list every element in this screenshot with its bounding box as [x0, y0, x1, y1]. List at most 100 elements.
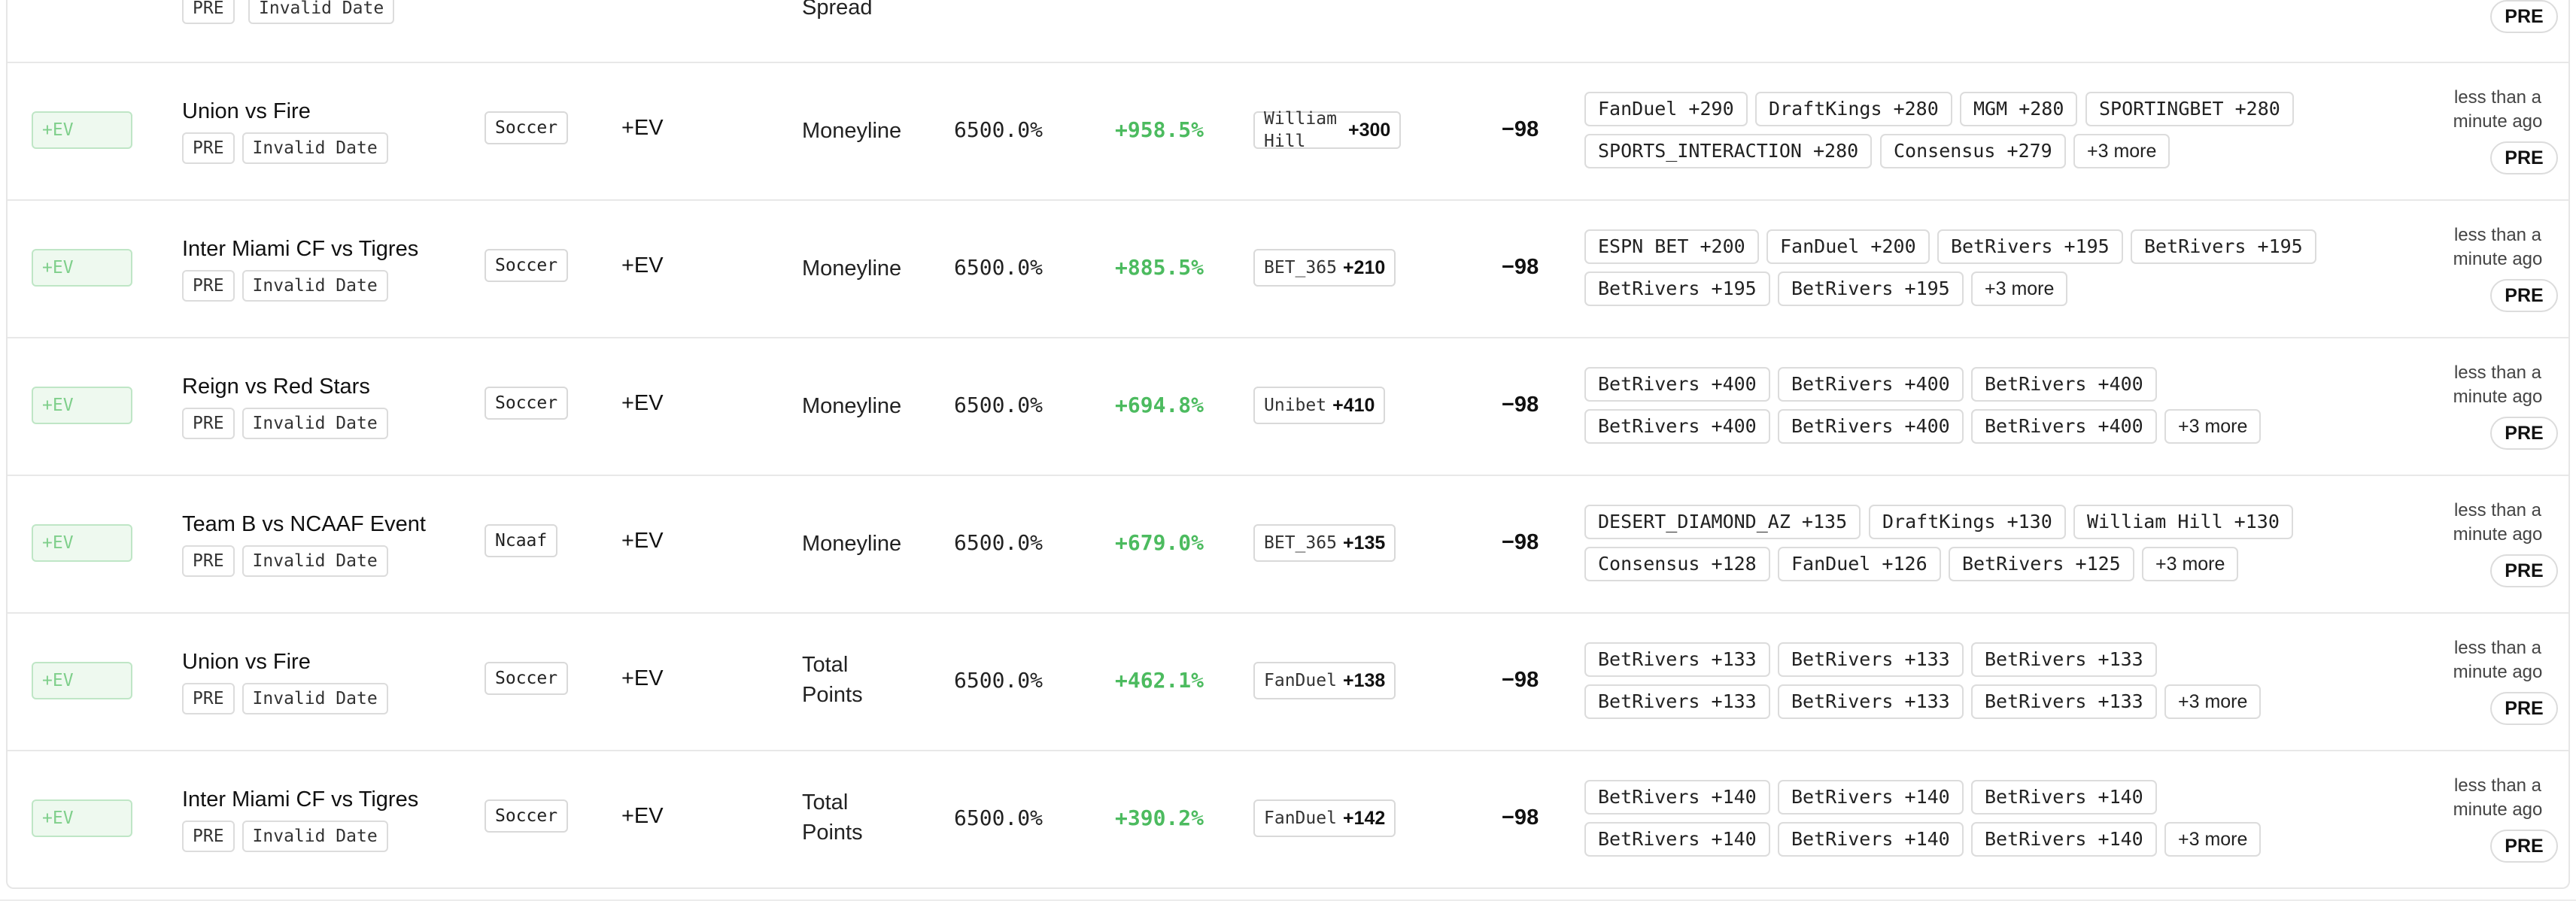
event-name[interactable]: Inter Miami CF vs Tigres — [182, 237, 419, 261]
more-books-button[interactable]: +3 more — [2164, 684, 2262, 719]
book-odds-chip[interactable]: BetRivers +140 — [1778, 822, 1964, 857]
market-line-1: Moneyline — [802, 532, 902, 556]
best-book-chip[interactable]: BET_365 +135 — [1253, 524, 1396, 562]
book-odds: +410 — [1332, 394, 1375, 416]
book-odds-chip[interactable]: BetRivers +133 — [1584, 684, 1770, 719]
book-odds-chip[interactable]: ESPN BET +200 — [1584, 229, 1759, 264]
table-row: +EV Union vs Fire PRE Invalid Date Socce… — [8, 62, 2568, 201]
updated-time: less than a minute ago — [2453, 500, 2543, 545]
book-odds-chip[interactable]: FanDuel +200 — [1766, 229, 1930, 264]
pre-tag: PRE — [182, 821, 235, 852]
status-pill[interactable]: PRE — [2490, 0, 2558, 33]
event-name[interactable]: Team B vs NCAAF Event — [182, 512, 426, 536]
pre-tag: PRE — [182, 0, 235, 24]
market-line-1: Moneyline — [802, 256, 902, 281]
book-odds-chip[interactable]: BetRivers +400 — [1584, 409, 1770, 444]
book-odds-chip[interactable]: BetRivers +133 — [1971, 684, 2157, 719]
book-odds-chip[interactable]: FanDuel +126 — [1778, 547, 1941, 581]
ev-percent: +694.8% — [1115, 393, 1204, 417]
market-label: Total Points — [802, 650, 863, 710]
date-tag: Invalid Date — [242, 270, 388, 302]
book-odds-chip[interactable]: DraftKings +280 — [1755, 92, 1952, 126]
more-books-button[interactable]: +3 more — [2164, 822, 2262, 857]
book-odds-chip[interactable]: Consensus +128 — [1584, 547, 1770, 581]
book-odds-chip[interactable]: BetRivers +195 — [1584, 272, 1770, 306]
book-name: BET_365 — [1264, 533, 1337, 553]
fair-odds: −98 — [1502, 255, 1539, 279]
market-label: Moneyline — [802, 116, 901, 146]
best-book-chip[interactable]: FanDuel +142 — [1253, 799, 1396, 837]
book-odds-chip[interactable]: BetRivers +400 — [1778, 367, 1964, 402]
ev-type: +EV — [621, 529, 664, 553]
date-tag: Invalid Date — [242, 408, 388, 439]
event-name[interactable]: Inter Miami CF vs Tigres — [182, 787, 419, 812]
book-odds-chip[interactable]: BetRivers +133 — [1584, 642, 1770, 677]
book-odds-chip[interactable]: BetRivers +195 — [2131, 229, 2316, 264]
table-row: +EV Inter Miami CF vs Tigres PRE Invalid… — [8, 199, 2568, 338]
status-pill[interactable]: PRE — [2490, 141, 2558, 174]
book-odds-chip[interactable]: Consensus +279 — [1880, 134, 2066, 168]
best-book-chip[interactable]: Unibet +410 — [1253, 387, 1386, 424]
event-name[interactable]: Union vs Fire — [182, 99, 311, 123]
updated-time: less than a minute ago — [2453, 363, 2543, 407]
book-odds-chip[interactable]: William Hill +130 — [2073, 505, 2293, 539]
best-book-chip[interactable]: BET_365 +210 — [1253, 249, 1396, 287]
more-books-button[interactable]: +3 more — [1971, 272, 2068, 306]
book-odds-chip[interactable]: BetRivers +125 — [1949, 547, 2134, 581]
book-odds-chip[interactable]: BetRivers +140 — [1584, 780, 1770, 815]
event-name[interactable]: Reign vs Red Stars — [182, 375, 370, 399]
best-book-chip[interactable]: William Hill +300 — [1253, 109, 1402, 151]
status-pill[interactable]: PRE — [2490, 554, 2558, 587]
book-odds-chip[interactable]: DraftKings +130 — [1869, 505, 2066, 539]
status-pill[interactable]: PRE — [2490, 417, 2558, 450]
book-odds-chip[interactable]: BetRivers +140 — [1971, 780, 2157, 815]
probability: 6500.0% — [954, 530, 1043, 555]
book-odds-chip[interactable]: SPORTINGBET +280 — [2085, 92, 2294, 126]
pre-tag: PRE — [182, 132, 235, 164]
book-odds: +210 — [1342, 256, 1386, 278]
market-line-1: Moneyline — [802, 119, 902, 143]
book-odds: +135 — [1342, 532, 1386, 554]
book-odds-chip[interactable]: BetRivers +400 — [1971, 367, 2157, 402]
status-pill[interactable]: PRE — [2490, 279, 2558, 312]
fair-odds: −98 — [1502, 805, 1539, 830]
book-odds: +300 — [1348, 119, 1391, 141]
book-odds-chip[interactable]: FanDuel +290 — [1584, 92, 1748, 126]
more-books-button[interactable]: +3 more — [2073, 134, 2170, 168]
book-odds-chip[interactable]: SPORTS_INTERACTION +280 — [1584, 134, 1873, 168]
book-odds-chip[interactable]: MGM +280 — [1960, 92, 2078, 126]
book-odds-chip[interactable]: BetRivers +400 — [1778, 409, 1964, 444]
ev-percent: +390.2% — [1115, 805, 1204, 830]
market-line-2: Points — [802, 683, 863, 707]
event-name[interactable]: Union vs Fire — [182, 650, 311, 674]
book-odds: +138 — [1342, 669, 1386, 691]
probability: 6500.0% — [954, 117, 1043, 142]
sport-tag: Soccer — [485, 249, 569, 282]
ev-type: +EV — [621, 116, 664, 140]
book-odds-chip[interactable]: BetRivers +133 — [1778, 684, 1964, 719]
book-odds-chip[interactable]: BetRivers +140 — [1778, 780, 1964, 815]
status-pill[interactable]: PRE — [2490, 692, 2558, 725]
status-pill[interactable]: PRE — [2490, 830, 2558, 863]
book-odds-chip[interactable]: BetRivers +133 — [1778, 642, 1964, 677]
best-book-chip[interactable]: FanDuel +138 — [1253, 662, 1396, 699]
market-label: Moneyline — [802, 253, 901, 284]
book-odds-chip[interactable]: BetRivers +140 — [1584, 822, 1770, 857]
ev-percent: +958.5% — [1115, 117, 1204, 142]
book-odds-chip[interactable]: BetRivers +133 — [1971, 642, 2157, 677]
book-odds-chip[interactable]: BetRivers +195 — [1937, 229, 2123, 264]
divider — [0, 899, 2576, 901]
table-row: +EV Reign vs Red Stars PRE Invalid Date … — [8, 337, 2568, 476]
book-odds-chip[interactable]: BetRivers +400 — [1584, 367, 1770, 402]
book-odds-chip[interactable]: BetRivers +140 — [1971, 822, 2157, 857]
probability: 6500.0% — [954, 805, 1043, 830]
book-odds-chip[interactable]: BetRivers +400 — [1971, 409, 2157, 444]
book-odds-chip[interactable]: DESERT_DIAMOND_AZ +135 — [1584, 505, 1861, 539]
date-tag: Invalid Date — [242, 132, 388, 164]
more-books-button[interactable]: +3 more — [2142, 547, 2239, 581]
probability: 6500.0% — [954, 255, 1043, 280]
book-odds-chip[interactable]: BetRivers +195 — [1778, 272, 1964, 306]
sport-tag: Ncaaf — [485, 524, 558, 557]
date-tag: Invalid Date — [242, 821, 388, 852]
more-books-button[interactable]: +3 more — [2164, 409, 2262, 444]
